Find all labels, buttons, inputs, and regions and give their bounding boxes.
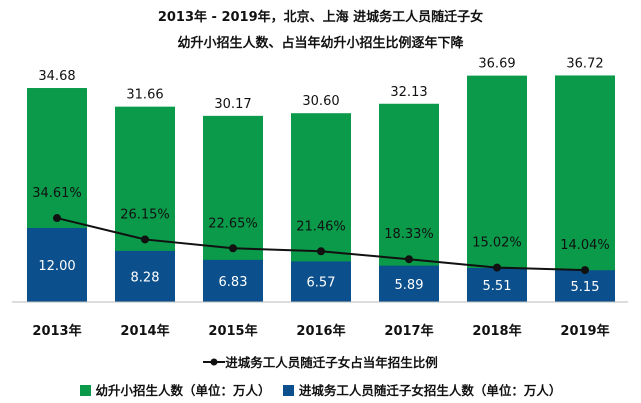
x-tick-label: 2015年 (208, 323, 257, 339)
ratio-label: 15.02% (472, 236, 522, 251)
bar-total-label: 32.13 (390, 85, 427, 100)
bar-total-label: 30.17 (214, 97, 251, 112)
legend-label-total: 幼升小招生人数（单位：万人） (95, 383, 271, 398)
bar-migrant-label: 6.57 (307, 276, 336, 291)
ratio-label: 14.04% (560, 238, 610, 253)
chart-title-line1: 2013年 - 2019年，北京、上海 进城务工人员随迁子女 (157, 10, 484, 25)
ratio-label: 21.46% (296, 219, 346, 234)
bar-migrant (27, 227, 87, 302)
ratio-point (317, 247, 325, 256)
x-tick-label: 2017年 (384, 323, 433, 339)
ratio-point (405, 255, 413, 264)
legend-swatch-total (79, 385, 91, 396)
x-tick-label: 2016年 (296, 323, 345, 339)
bar-total-label: 31.66 (126, 88, 163, 103)
bar-migrant-label: 5.89 (395, 278, 424, 293)
x-tick-label: 2013年 (32, 323, 81, 339)
bar-migrant (203, 259, 263, 302)
ratio-label: 26.15% (120, 207, 170, 222)
ratio-point (229, 244, 237, 253)
bar-migrant-label: 12.00 (38, 259, 75, 274)
bar-total-label: 36.72 (566, 56, 603, 71)
chart: 34.68 12.00 2013年 31.66 8.28 2014年 30.17 6.83 20… (12, 56, 628, 339)
x-tick-label: 2019年 (560, 323, 609, 339)
bar-total-label: 34.68 (38, 69, 75, 84)
bar-total (555, 75, 615, 303)
bar-migrant (467, 268, 527, 302)
ratio-label: 22.65% (208, 216, 258, 231)
bar-migrant (291, 261, 351, 302)
ratio-point (493, 263, 501, 272)
bar-migrant (555, 270, 615, 302)
ratio-point (581, 266, 589, 275)
ratio-point (53, 214, 61, 223)
bar-migrant-label: 6.83 (219, 275, 248, 290)
bar-migrant-label: 5.51 (483, 279, 512, 294)
ratio-label: 34.61% (32, 186, 82, 201)
ratio-point (141, 235, 149, 244)
legend-bars: 幼升小招生人数（单位：万人） 进城务工人员随迁子女招生人数（单位：万人） (0, 380, 641, 399)
x-tick-label: 2014年 (120, 323, 169, 339)
bar-total-label: 36.69 (478, 57, 515, 72)
legend-label-migrant: 进城务工人员随迁子女招生人数（单位：万人） (298, 383, 562, 398)
legend-line: 进城务工人员随迁子女占当年招生比例 (0, 352, 641, 371)
x-tick-label: 2018年 (472, 323, 521, 339)
legend-label-ratio: 进城务工人员随迁子女占当年招生比例 (225, 355, 438, 370)
bar-migrant (115, 250, 175, 302)
bar-migrant-label: 5.15 (571, 280, 600, 295)
ratio-label: 18.33% (384, 227, 434, 242)
legend-swatch-migrant (282, 385, 294, 396)
line-marker-icon (203, 358, 226, 366)
chart-title-line2: 幼升小招生人数、占当年幼升小招生比例逐年下降 (177, 36, 464, 51)
bar-total-label: 30.60 (302, 94, 339, 109)
bar-migrant-label: 8.28 (131, 270, 160, 285)
bar-migrant (379, 265, 439, 302)
